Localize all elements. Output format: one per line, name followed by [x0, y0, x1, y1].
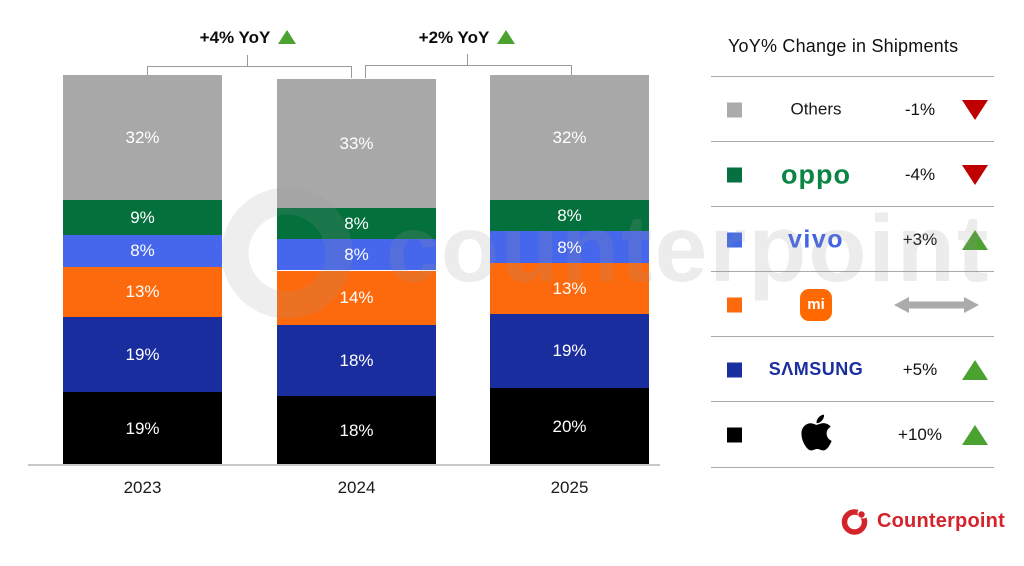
trend-up-icon — [962, 424, 988, 445]
segment-value-label: 8% — [557, 237, 582, 257]
yoy-bracket-left — [147, 66, 352, 78]
counterpoint-logo: Counterpoint — [840, 506, 1005, 536]
legend-trend — [955, 424, 995, 445]
segment-value-label: 18% — [339, 350, 374, 370]
bar-segment-2024-others: 33% — [277, 78, 436, 208]
yoy-bracket-left-tick — [247, 55, 248, 66]
oppo-logo: oppo — [781, 159, 851, 189]
segment-value-label: 20% — [552, 417, 587, 437]
trend-down-icon — [962, 164, 988, 185]
segment-value-label: 9% — [130, 208, 155, 228]
legend-swatch — [727, 232, 742, 247]
segment-value-label: 13% — [125, 282, 160, 302]
segment-value-label: 32% — [552, 128, 587, 148]
bar-segment-2024-samsung: 18% — [277, 325, 436, 396]
segment-value-label: 32% — [125, 128, 160, 148]
legend-row-others: Others -1% — [711, 76, 994, 142]
legend-trend — [955, 359, 995, 380]
legend-brand: Others — [751, 100, 881, 119]
legend-change-value: -1% — [904, 99, 936, 119]
segment-value-label: 19% — [552, 341, 587, 361]
segment-value-label: 13% — [552, 278, 587, 298]
bar-segment-2025-others: 32% — [490, 75, 649, 201]
legend-trend — [955, 164, 995, 185]
bar-segment-2023-vivo: 8% — [63, 235, 222, 267]
bar-segment-2024-oppo: 8% — [277, 207, 436, 240]
legend-row-oppo: oppo -4% — [711, 141, 994, 207]
legend-trend — [955, 99, 995, 120]
bar-segment-2025-xiaomi: 13% — [490, 262, 649, 314]
bar-segment-2025-samsung: 19% — [490, 313, 649, 388]
counterpoint-logo-text: Counterpoint — [877, 509, 1005, 532]
x-axis-label-2024: 2024 — [337, 478, 376, 497]
bar-segment-2024-apple: 18% — [277, 395, 436, 466]
trend-up-icon — [962, 229, 988, 250]
legend-row-apple: +10% — [711, 401, 994, 468]
segment-value-label: 19% — [125, 345, 160, 365]
legend-brand: mi — [751, 288, 881, 321]
segment-value-label: 18% — [339, 421, 374, 441]
bar-segment-2025-vivo: 8% — [490, 231, 649, 263]
bar-segment-2025-oppo: 8% — [490, 200, 649, 232]
legend-title: YoY% Change in Shipments — [728, 36, 959, 56]
segment-value-label: 8% — [130, 241, 155, 261]
bar-segment-2023-samsung: 19% — [63, 317, 222, 392]
bar-segment-2025-apple: 20% — [490, 387, 649, 466]
bar-segment-2024-xiaomi: 14% — [277, 270, 436, 326]
segment-value-label: 33% — [339, 133, 374, 153]
legend-brand: oppo — [751, 161, 881, 188]
segment-value-label: 8% — [557, 206, 582, 226]
trend-flat-icon — [894, 295, 979, 315]
x-axis-label-2025: 2025 — [550, 478, 589, 497]
bar-segment-2023-xiaomi: 13% — [63, 266, 222, 318]
trend-up-icon — [278, 30, 297, 44]
x-axis-line — [28, 464, 660, 466]
yoy-annotation-2024-2025: +2% YoY — [357, 28, 577, 48]
legend-change-value: -4% — [904, 164, 936, 184]
segment-value-label: 8% — [344, 214, 369, 234]
legend-row-vivo: vivo +3% — [711, 206, 994, 272]
legend-trend — [955, 229, 995, 250]
trend-down-icon — [962, 99, 988, 120]
yoy-annotation-2023-2024: +4% YoY — [138, 28, 358, 48]
bar-segment-2023-apple: 19% — [63, 391, 222, 466]
trend-up-icon — [962, 359, 988, 380]
legend-row-xiaomi: mi — [711, 271, 994, 337]
apple-logo-icon — [800, 412, 832, 453]
legend-swatch — [727, 427, 742, 442]
yoy-bracket-right — [365, 65, 572, 78]
legend-brand — [751, 412, 881, 458]
legend-change-value: +10% — [898, 424, 942, 444]
bar-segment-2024-vivo: 8% — [277, 239, 436, 271]
legend-row-samsung: SΛMSUNG +5% — [711, 336, 994, 402]
legend-swatch — [727, 362, 742, 377]
segment-value-label: 8% — [344, 245, 369, 265]
bar-segment-2023-others: 32% — [63, 75, 222, 201]
samsung-logo: SΛMSUNG — [768, 358, 864, 379]
yoy-annotation-label: +4% YoY — [199, 28, 271, 47]
legend-swatch — [727, 297, 742, 312]
segment-value-label: 14% — [339, 288, 374, 308]
trend-up-icon — [497, 30, 516, 44]
segment-value-label: 19% — [125, 419, 160, 439]
others-logo: Others — [790, 99, 842, 118]
legend-change-value: +3% — [902, 229, 938, 249]
bar-segment-2023-oppo: 9% — [63, 200, 222, 236]
legend-change-value: +5% — [902, 359, 938, 379]
yoy-annotation-label: +2% YoY — [418, 28, 490, 47]
legend-swatch — [727, 102, 742, 117]
x-axis-label-2023: 2023 — [123, 478, 162, 497]
legend-brand: vivo — [751, 227, 881, 252]
legend-brand: SΛMSUNG — [751, 360, 881, 380]
legend-swatch — [727, 167, 742, 182]
vivo-logo: vivo — [787, 225, 845, 253]
yoy-bracket-right-tick — [467, 54, 468, 65]
xiaomi-logo-icon: mi — [800, 288, 832, 321]
counterpoint-logo-icon — [841, 507, 869, 535]
